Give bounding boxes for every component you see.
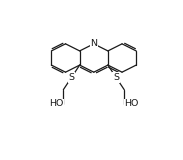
Text: HO: HO bbox=[49, 99, 63, 108]
Text: S: S bbox=[113, 73, 119, 82]
Text: N: N bbox=[90, 39, 97, 48]
Text: HO: HO bbox=[124, 99, 139, 108]
Text: S: S bbox=[68, 73, 74, 82]
